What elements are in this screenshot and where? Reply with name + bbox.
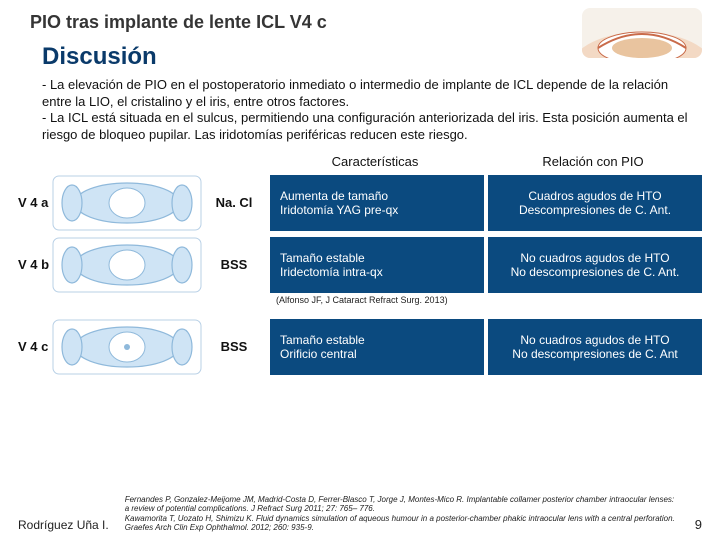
body-text: - La elevación de PIO en el postoperator…: [42, 77, 690, 144]
relation-cell: No cuadros agudos de HTO No descompresio…: [488, 237, 702, 293]
column-header-characteristics: Características: [266, 154, 484, 169]
cell-line: No cuadros agudos de HTO: [520, 251, 669, 265]
body-paragraph-2: - La ICL está situada en el sulcus, perm…: [42, 110, 690, 143]
header-illustration: [582, 8, 702, 58]
solution-label: Na. Cl: [202, 175, 266, 231]
table-row: V 4 c BSS Tamaño estable Orificio centra…: [18, 319, 702, 375]
lens-icon: [52, 175, 202, 231]
table-header: Características Relación con PIO: [18, 154, 702, 169]
solution-label: BSS: [202, 237, 266, 293]
cell-line: Tamaño estable: [280, 251, 474, 265]
lens-image-v4b: [52, 237, 202, 293]
cell-line: Iridotomía YAG pre-qx: [280, 203, 474, 217]
lens-image-v4c: [52, 319, 202, 375]
lens-image-v4a: [52, 175, 202, 231]
cell-line: Cuadros agudos de HTO: [528, 189, 661, 203]
row-label-v4c: V 4 c: [18, 319, 52, 375]
characteristics-cell: Tamaño estable Orificio central: [270, 319, 484, 375]
cell-line: Descompresiones de C. Ant.: [519, 203, 671, 217]
table-row: V 4 b BSS Tamaño estable Iridectomía int…: [18, 237, 702, 293]
solution-label: BSS: [202, 319, 266, 375]
reference-line: Fernandes P, Gonzalez-Meijome JM, Madrid…: [125, 495, 679, 513]
row-label-v4b: V 4 b: [18, 237, 52, 293]
reference-line: Kawamorita T, Uozato H, Shimizu K. Fluid…: [125, 514, 679, 532]
inline-citation: (Alfonso JF, J Cataract Refract Surg. 20…: [276, 295, 702, 305]
cell-line: Orificio central: [280, 347, 474, 361]
relation-cell: No cuadros agudos de HTO No descompresio…: [488, 319, 702, 375]
characteristics-cell: Aumenta de tamaño Iridotomía YAG pre-qx: [270, 175, 484, 231]
footer: Rodríguez Uña I. Fernandes P, Gonzalez-M…: [18, 495, 702, 532]
cell-line: No descompresiones de C. Ant.: [511, 265, 680, 279]
cell-line: No descompresiones de C. Ant: [512, 347, 677, 361]
cell-line: Iridectomía intra-qx: [280, 265, 474, 279]
cell-line: Aumenta de tamaño: [280, 189, 474, 203]
lens-icon: [52, 319, 202, 375]
body-paragraph-1: - La elevación de PIO en el postoperator…: [42, 77, 690, 110]
page-number: 9: [695, 517, 702, 532]
characteristics-cell: Tamaño estable Iridectomía intra-qx: [270, 237, 484, 293]
slide-root: PIO tras implante de lente ICL V4 c Disc…: [0, 0, 720, 540]
author-label: Rodríguez Uña I.: [18, 518, 109, 532]
column-header-relation: Relación con PIO: [484, 154, 702, 169]
table-row: V 4 a Na. Cl Aumenta de tamaño Iridotomí…: [18, 175, 702, 231]
references: Fernandes P, Gonzalez-Meijome JM, Madrid…: [125, 495, 679, 532]
cell-line: Tamaño estable: [280, 333, 474, 347]
lens-icon: [52, 237, 202, 293]
table-header-spacer: [18, 154, 266, 169]
relation-cell: Cuadros agudos de HTO Descompresiones de…: [488, 175, 702, 231]
eye-cross-section-icon: [582, 8, 702, 58]
row-label-v4a: V 4 a: [18, 175, 52, 231]
cell-line: No cuadros agudos de HTO: [520, 333, 669, 347]
